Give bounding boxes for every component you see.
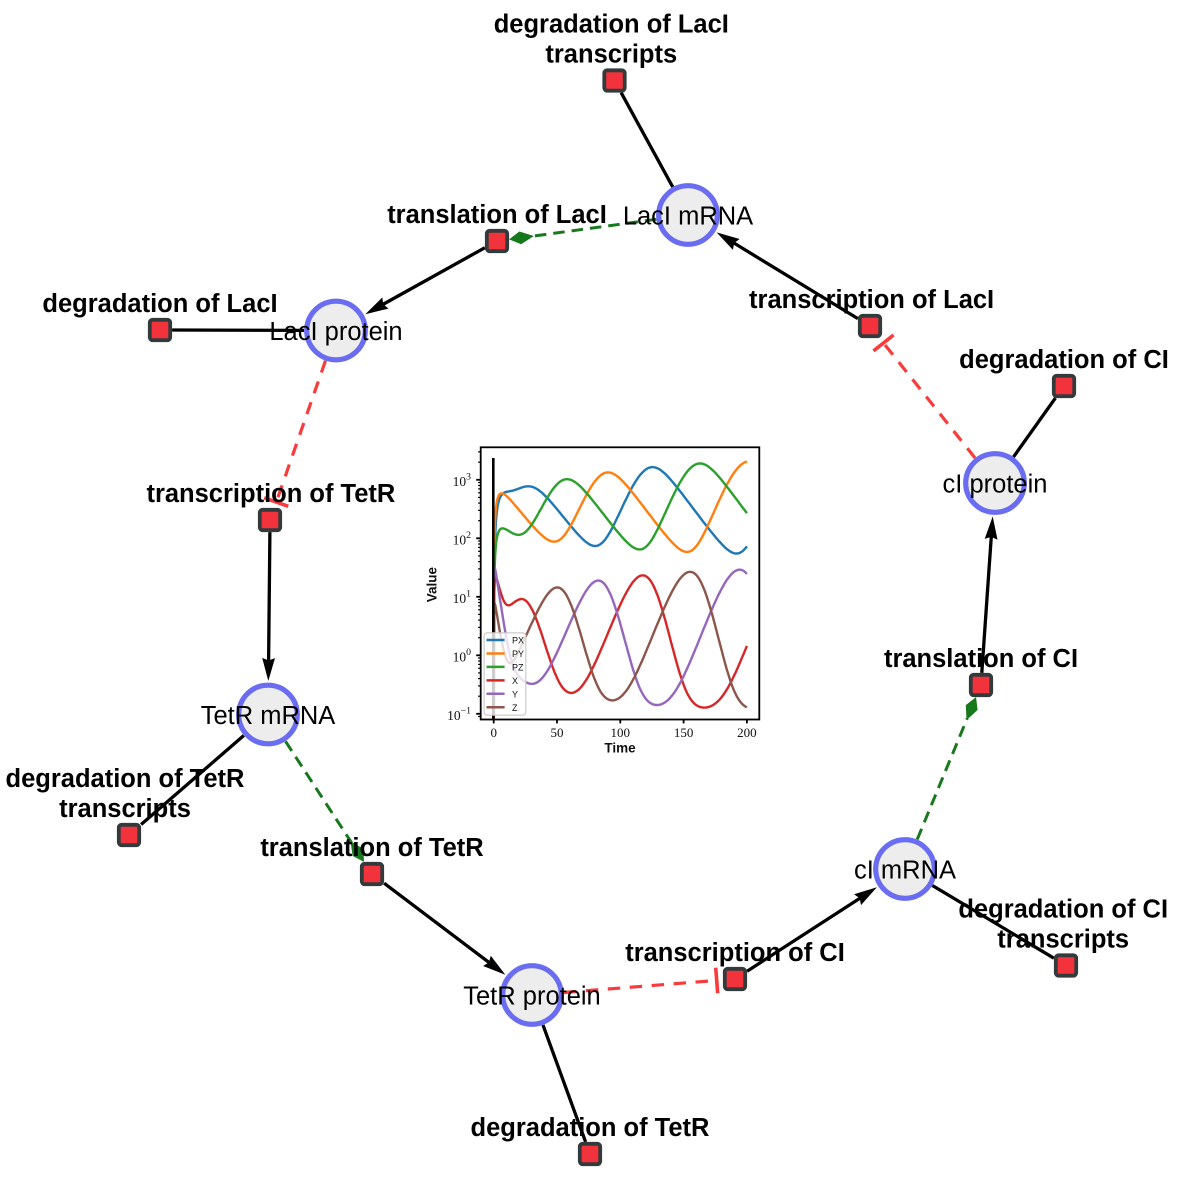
svg-text:transcripts: transcripts [59, 795, 191, 823]
svg-text:TetR mRNA: TetR mRNA [201, 702, 336, 730]
svg-text:PX: PX [512, 636, 524, 646]
svg-text:cI protein: cI protein [943, 470, 1048, 498]
svg-text:100: 100 [453, 647, 472, 665]
svg-text:degradation of LacI: degradation of LacI [42, 290, 277, 318]
svg-text:101: 101 [453, 588, 472, 606]
svg-text:Y: Y [512, 689, 518, 699]
svg-text:degradation of TetR: degradation of TetR [6, 765, 245, 793]
svg-text:Z: Z [512, 703, 518, 713]
svg-text:103: 103 [453, 471, 472, 489]
svg-text:degradation of TetR: degradation of TetR [471, 1114, 710, 1142]
svg-text:LacI mRNA: LacI mRNA [623, 202, 753, 230]
svg-text:X: X [512, 676, 518, 686]
svg-text:transcription of CI: transcription of CI [625, 939, 845, 967]
svg-text:102: 102 [453, 530, 472, 548]
svg-text:transcription of TetR: transcription of TetR [146, 480, 395, 508]
svg-text:transcripts: transcripts [997, 926, 1129, 954]
svg-text:Time: Time [604, 740, 636, 755]
svg-text:TetR protein: TetR protein [463, 982, 601, 1010]
svg-text:0: 0 [490, 725, 497, 740]
svg-text:cI mRNA: cI mRNA [854, 856, 956, 884]
svg-text:PZ: PZ [512, 662, 524, 672]
svg-text:150: 150 [674, 725, 694, 740]
svg-text:10−1: 10−1 [447, 705, 471, 723]
svg-text:Value: Value [425, 566, 440, 602]
svg-text:transcripts: transcripts [545, 41, 677, 69]
svg-text:transcription of LacI: transcription of LacI [749, 286, 994, 314]
svg-text:translation of LacI: translation of LacI [387, 201, 607, 229]
svg-text:degradation of LacI: degradation of LacI [494, 11, 729, 39]
svg-text:degradation of CI: degradation of CI [958, 896, 1168, 924]
svg-text:translation of TetR: translation of TetR [260, 834, 483, 862]
svg-text:LacI protein: LacI protein [269, 318, 402, 346]
svg-text:200: 200 [737, 725, 757, 740]
svg-text:degradation of CI: degradation of CI [959, 346, 1169, 374]
svg-text:50: 50 [551, 725, 564, 740]
svg-text:translation of CI: translation of CI [884, 645, 1078, 673]
svg-text:PY: PY [512, 649, 524, 659]
svg-text:100: 100 [611, 725, 631, 740]
